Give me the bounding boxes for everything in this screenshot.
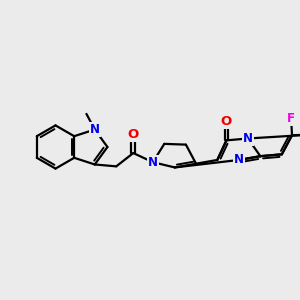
Text: N: N xyxy=(234,153,244,167)
Text: O: O xyxy=(221,115,232,128)
Text: N: N xyxy=(90,123,100,136)
Text: N: N xyxy=(243,132,253,145)
Text: N: N xyxy=(148,156,158,169)
Text: F: F xyxy=(287,112,295,125)
Text: O: O xyxy=(128,128,139,141)
